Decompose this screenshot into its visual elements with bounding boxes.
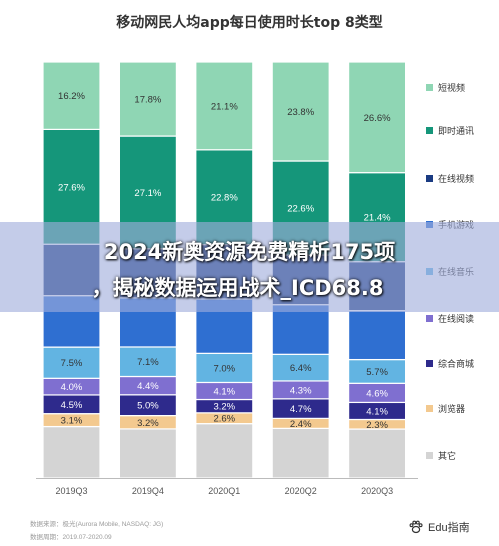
bar-segment-1-0: [118, 428, 178, 479]
data-label: 2.4%: [290, 419, 312, 430]
data-label: 27.6%: [58, 182, 85, 193]
page-title: 移动网民人均app每日使用时长top 8类型: [116, 15, 383, 31]
data-label: 4.5%: [61, 400, 83, 411]
legend-swatch: [426, 360, 433, 367]
data-label: 3.1%: [61, 416, 83, 427]
bar-segment-4-8: [348, 61, 407, 174]
x-tick-label: 2020Q3: [361, 486, 393, 496]
legend-swatch: [426, 452, 433, 459]
data-label: 23.8%: [287, 107, 314, 118]
legend-label: 在线阅读: [438, 313, 474, 325]
legend-label: 即时通讯: [438, 125, 474, 137]
overlay-subheadline: ，揭秘数据运用战术_ICD68.8: [91, 276, 384, 300]
data-label: 17.8%: [134, 95, 161, 106]
bar-segment-1-4: [118, 346, 178, 378]
x-tick-label: 2020Q2: [285, 486, 317, 496]
legend-label: 短视频: [438, 82, 465, 94]
legend-label: 其它: [438, 450, 456, 462]
data-label: 2.3%: [366, 420, 388, 431]
data-label: 4.6%: [366, 388, 388, 399]
data-label: 22.6%: [287, 204, 314, 215]
data-label: 4.1%: [213, 386, 235, 397]
data-source-note: 数据来源：极光(Aurora Mobile, NASDAQ: JG): [30, 521, 164, 528]
data-label: 2.6%: [213, 414, 235, 425]
bar-segment-3-8: [271, 61, 330, 162]
data-label: 4.1%: [366, 406, 388, 417]
bar-segment-4-0: [348, 428, 407, 479]
x-tick-label: 2020Q1: [208, 486, 240, 496]
data-label: 3.2%: [137, 418, 159, 429]
data-label: 7.5%: [61, 358, 83, 369]
data-label: 16.2%: [58, 91, 85, 102]
legend-swatch: [426, 175, 433, 182]
bar-segment-3-0: [271, 427, 330, 479]
data-label: 21.1%: [211, 101, 238, 112]
legend-label: 综合商城: [438, 358, 474, 370]
data-label: 4.4%: [137, 381, 159, 392]
bar-segment-0-0: [42, 425, 101, 479]
legend-swatch: [426, 315, 433, 322]
paw-icon: [409, 520, 423, 534]
bar-segment-1-8: [118, 61, 178, 137]
overlay-headline: 2024新奥资源免费精析175项: [103, 240, 396, 264]
legend-label: 浏览器: [438, 403, 465, 415]
data-period-note: 数据周期：2019.07-2020.09: [30, 534, 112, 541]
legend-swatch: [426, 84, 433, 91]
data-label: 3.2%: [213, 402, 235, 413]
data-label: 7.0%: [213, 363, 235, 374]
legend-swatch: [426, 405, 433, 412]
overlay-banner: 2024新奥资源免费精析175项 ，揭秘数据运用战术_ICD68.8: [0, 222, 499, 312]
data-label: 26.6%: [364, 113, 391, 124]
data-label: 22.8%: [211, 193, 238, 204]
bar-segment-0-4: [42, 346, 101, 379]
bar-segment-4-5: [348, 310, 407, 361]
data-label: 6.4%: [290, 363, 312, 374]
data-label: 7.1%: [137, 357, 159, 368]
x-tick-label: 2019Q4: [132, 486, 164, 496]
bar-segment-2-4: [195, 352, 254, 384]
data-label: 27.1%: [134, 188, 161, 199]
data-label: 4.7%: [290, 404, 312, 415]
data-label: 5.7%: [366, 367, 388, 378]
bar-segment-3-5: [271, 304, 330, 355]
data-label: 4.0%: [61, 382, 83, 393]
data-label: 4.3%: [290, 385, 312, 396]
watermark-text: Edu指南: [428, 522, 470, 534]
bar-segment-2-0: [195, 423, 254, 479]
data-label: 5.0%: [137, 401, 159, 412]
data-label: 21.4%: [364, 213, 391, 224]
legend-swatch: [426, 127, 433, 134]
bar-segment-2-8: [195, 61, 254, 151]
bar-segment-0-8: [42, 61, 101, 130]
legend-label: 在线视频: [438, 173, 474, 185]
watermark: Edu指南: [408, 516, 470, 538]
x-tick-label: 2019Q3: [55, 486, 87, 496]
